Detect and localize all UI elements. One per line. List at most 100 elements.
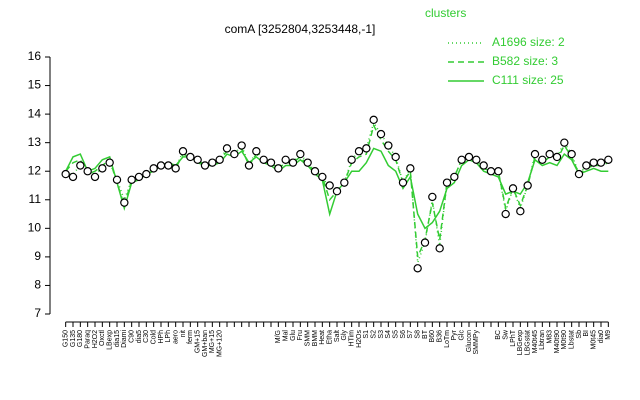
data-point	[303, 158, 312, 167]
x-tick-label: Diami	[121, 330, 128, 348]
x-tick-label: GM+15	[195, 330, 202, 353]
x-tick-label: M40t45	[532, 330, 539, 353]
chart-title: comA [3252804,3253448,-1]	[225, 22, 376, 36]
x-tick-label: Pyr	[451, 329, 458, 340]
data-point	[523, 181, 532, 190]
legend-label: C111 size: 25	[492, 73, 564, 87]
data-point	[296, 149, 305, 159]
data-point	[391, 152, 400, 162]
data-point	[552, 152, 562, 162]
x-tick-label: BI	[583, 330, 590, 337]
data-point	[369, 115, 378, 125]
x-tick-label: ferm	[187, 330, 194, 344]
x-tick-label: LBGstat	[525, 330, 532, 355]
x-tick-label: Salt	[334, 330, 341, 342]
data-point	[472, 155, 481, 164]
x-tick-label: Lbtran	[539, 330, 546, 350]
x-tick-label: Mal	[283, 330, 290, 342]
x-tick-label: Lbstat	[569, 330, 576, 349]
x-tick-label: MG+120	[217, 330, 224, 357]
data-point	[340, 178, 349, 187]
data-point	[281, 155, 290, 164]
x-tick-label: LBexp	[107, 330, 114, 350]
data-point	[61, 169, 70, 179]
y-tick-label: 14	[28, 106, 42, 120]
data-point	[266, 158, 276, 167]
y-tick-label: 15	[28, 78, 42, 92]
data-point	[252, 147, 261, 156]
data-point	[457, 155, 466, 164]
data-point	[567, 149, 576, 159]
x-tick-label: M40t90	[554, 330, 561, 353]
x-tick-label: dia5	[136, 330, 143, 343]
x-tick-label: M9	[605, 330, 612, 340]
x-tick-label: H2O2	[92, 330, 99, 348]
x-tick-label: M/G	[275, 330, 282, 343]
x-tick-label: Sw	[503, 329, 510, 340]
data-point	[83, 167, 92, 176]
data-point	[486, 167, 496, 176]
x-tick-label: B60	[429, 330, 436, 343]
data-point	[208, 158, 217, 167]
data-point	[222, 144, 232, 153]
data-point	[464, 152, 474, 162]
data-point	[90, 172, 100, 182]
x-tick-label: LPhT	[510, 329, 517, 346]
data-point	[200, 161, 210, 170]
data-point	[479, 161, 488, 170]
data-point	[156, 161, 166, 170]
y-tick-label: 12	[28, 163, 42, 177]
data-point	[604, 155, 613, 164]
data-point	[98, 164, 107, 173]
y-tick-label: 8	[34, 278, 41, 292]
x-tick-label: SMMPy	[473, 330, 480, 355]
data-point	[376, 129, 386, 139]
x-tick-label: Cold	[151, 330, 158, 345]
data-point	[310, 167, 320, 176]
data-point	[171, 164, 180, 173]
x-tick-label: Heat	[319, 330, 326, 345]
data-point	[494, 167, 503, 176]
x-tick-label: BC	[495, 330, 502, 340]
data-point	[508, 184, 518, 193]
data-point	[230, 149, 239, 159]
data-point	[259, 155, 268, 164]
data-point	[574, 169, 584, 179]
data-point	[186, 152, 195, 162]
data-point	[596, 158, 606, 167]
data-point	[127, 175, 136, 184]
data-point	[516, 206, 525, 216]
x-tick-label: BMM	[312, 330, 319, 347]
data-point	[582, 161, 591, 170]
x-tick-label: aero	[173, 330, 180, 344]
x-tick-label: LPh	[165, 330, 172, 343]
x-tick-label: S3	[378, 330, 385, 339]
x-tick-label: M0t90	[561, 330, 568, 350]
x-tick-label: G150	[63, 330, 70, 347]
data-point	[288, 158, 298, 167]
data-point	[237, 141, 246, 150]
x-tick-label: BT	[422, 329, 429, 339]
y-tick-label: 11	[29, 192, 42, 206]
data-point	[68, 172, 78, 182]
x-tick-label: dia15	[114, 330, 121, 347]
data-point	[347, 155, 356, 164]
x-tick-label: Sb	[576, 330, 583, 339]
data-point	[450, 172, 459, 182]
x-tick-label: S2	[371, 330, 378, 339]
x-tick-label: S1	[363, 330, 370, 339]
data-point	[318, 172, 327, 182]
x-tick-label: S7	[407, 330, 414, 339]
x-tick-label: G135	[70, 330, 77, 347]
data-point	[435, 244, 444, 253]
x-tick-label: S8	[415, 330, 422, 339]
data-point	[244, 161, 254, 170]
x-tick-label: nit	[180, 330, 187, 337]
x-tick-label: HTim	[349, 330, 356, 347]
x-tick-label: SMM	[305, 330, 312, 347]
x-tick-label: S4	[385, 330, 392, 339]
data-point	[442, 178, 452, 187]
data-point	[332, 187, 342, 196]
x-tick-label: M0t45	[591, 330, 598, 350]
data-point	[215, 155, 224, 164]
